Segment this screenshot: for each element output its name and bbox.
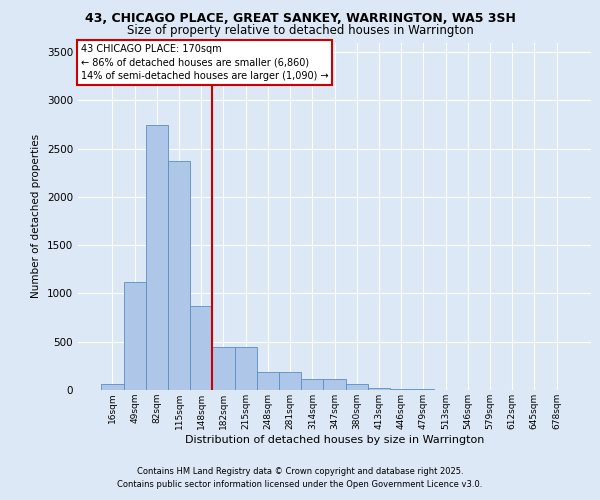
Bar [412,389,434,390]
Text: Contains HM Land Registry data © Crown copyright and database right 2025.: Contains HM Land Registry data © Crown c… [137,467,463,476]
Bar [323,380,346,390]
Bar [257,372,279,390]
Bar [368,388,390,390]
Bar [101,384,124,390]
Text: Size of property relative to detached houses in Warrington: Size of property relative to detached ho… [127,24,473,37]
Text: 43 CHICAGO PLACE: 170sqm
← 86% of detached houses are smaller (6,860)
14% of sem: 43 CHICAGO PLACE: 170sqm ← 86% of detach… [80,44,328,80]
Bar [212,346,235,390]
Bar [124,282,146,390]
Bar [235,346,257,390]
Bar [168,161,190,390]
Bar [301,380,323,390]
Bar [346,384,368,390]
Bar [190,306,212,390]
X-axis label: Distribution of detached houses by size in Warrington: Distribution of detached houses by size … [185,434,484,444]
Text: Contains public sector information licensed under the Open Government Licence v3: Contains public sector information licen… [118,480,482,489]
Bar [146,124,168,390]
Bar [390,389,412,390]
Y-axis label: Number of detached properties: Number of detached properties [31,134,41,298]
Text: 43, CHICAGO PLACE, GREAT SANKEY, WARRINGTON, WA5 3SH: 43, CHICAGO PLACE, GREAT SANKEY, WARRING… [85,12,515,26]
Bar [279,372,301,390]
